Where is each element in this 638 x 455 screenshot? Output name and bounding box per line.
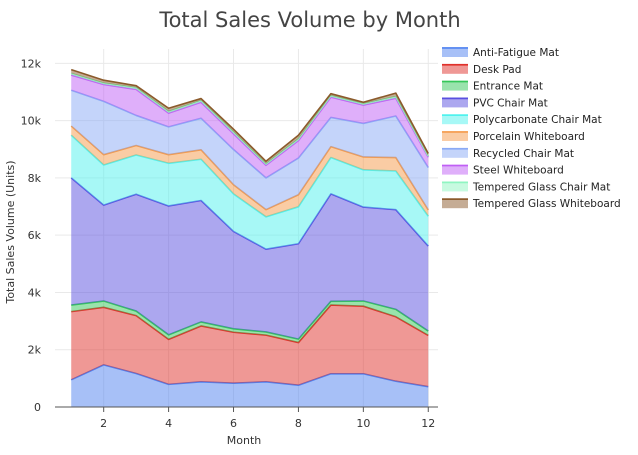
x-tick-label: 6	[230, 417, 237, 430]
x-axis-title: Month	[227, 434, 262, 447]
legend-label: Desk Pad	[473, 64, 521, 76]
legend-label: Porcelain Whiteboard	[473, 131, 585, 143]
y-tick-label: 0	[34, 401, 41, 414]
legend-label: Tempered Glass Whiteboard	[472, 198, 621, 210]
area-fill-8	[71, 75, 429, 178]
area-series-group	[70, 68, 429, 407]
area-fill-1	[71, 364, 429, 407]
legend-swatch	[442, 147, 468, 158]
legend-swatch	[442, 114, 468, 125]
legend-swatch	[442, 80, 468, 91]
legend-label: Entrance Mat	[473, 81, 543, 93]
legend-swatch	[442, 198, 468, 209]
x-tick-label: 12	[421, 417, 435, 430]
legend-label: Recycled Chair Mat	[473, 148, 574, 160]
y-tick-label: 2k	[28, 344, 42, 357]
y-tick-label: 12k	[21, 57, 42, 70]
area-fill-6	[71, 126, 429, 217]
area-line-10	[70, 68, 429, 163]
y-axis-ticks: 0 2k 4k 6k 8k 10k 12k	[21, 57, 42, 414]
y-tick-label: 6k	[28, 229, 42, 242]
x-tick-label: 2	[100, 417, 107, 430]
x-axis-ticks: 2 4 6 8 10 12	[100, 407, 435, 430]
legend-swatch	[442, 47, 468, 57]
legend-label: Steel Whiteboard	[473, 165, 564, 177]
legend-label: Polycarbonate Chair Mat	[473, 114, 602, 126]
legend-swatch	[442, 131, 468, 141]
legend-label: Anti-Fatigue Mat	[473, 47, 559, 59]
y-tick-label: 8k	[28, 172, 42, 185]
legend: Anti-Fatigue Mat Desk Pad Entrance Mat PVC …	[442, 47, 621, 210]
area-fill-4	[71, 177, 429, 340]
area-line-4	[70, 177, 429, 250]
y-tick-label: 4k	[28, 286, 42, 299]
x-tick-label: 8	[295, 417, 302, 430]
area-fill-3	[71, 301, 429, 343]
legend-label: Tempered Glass Chair Mat	[472, 181, 610, 193]
area-fill-7	[71, 90, 429, 210]
x-tick-label: 10	[356, 417, 370, 430]
legend-label: PVC Chair Mat	[473, 97, 548, 109]
legend-swatch	[442, 164, 468, 175]
legend-swatch	[442, 63, 468, 74]
chart-title: Total Sales Volume by Month	[158, 8, 460, 32]
area-fill-2	[71, 305, 429, 387]
x-tick-label: 4	[165, 417, 172, 430]
legend-swatch	[442, 97, 468, 108]
area-fill-5	[71, 135, 429, 250]
legend-swatch	[442, 181, 468, 192]
y-axis-title: Total Sales Volume (Units)	[4, 160, 17, 304]
y-tick-label: 10k	[21, 115, 42, 128]
area-line-3	[71, 300, 429, 340]
